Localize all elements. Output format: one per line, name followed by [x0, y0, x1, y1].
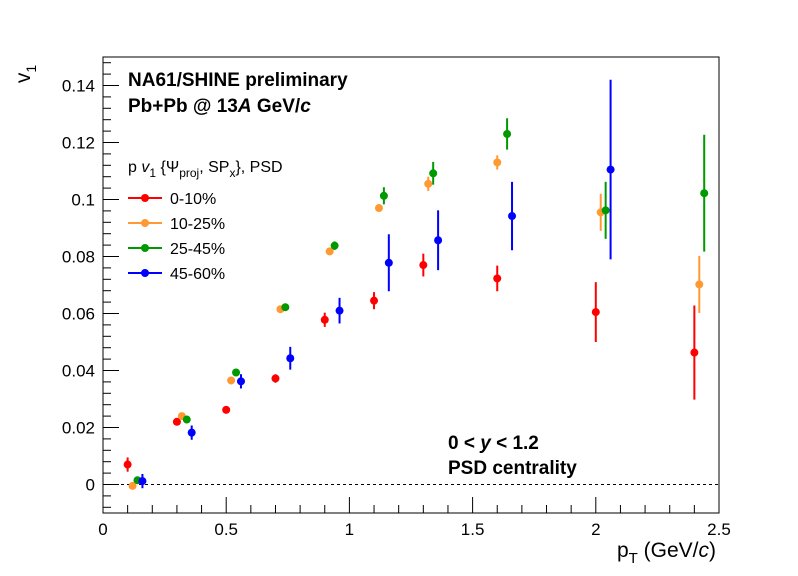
data-point	[320, 315, 329, 324]
data-point	[330, 241, 339, 250]
legend-item: 25-45%	[128, 241, 225, 258]
data-point	[374, 204, 383, 213]
data-point	[695, 280, 704, 289]
x-tick-label: 0.5	[214, 520, 238, 539]
legend-item: 0-10%	[128, 191, 216, 208]
legend-swatch-marker	[141, 269, 149, 277]
x-tick-label: 1.5	[461, 520, 485, 539]
legend-label: 25-45%	[170, 241, 225, 258]
data-point	[325, 247, 334, 256]
data-marks	[123, 79, 709, 490]
data-point	[379, 191, 388, 200]
data-point	[182, 415, 191, 424]
data-point	[606, 165, 615, 174]
data-point	[503, 129, 512, 138]
data-point	[227, 376, 236, 385]
axis-ticks: 0 0.5 1 1.5 2 2.5 0 0.02 0.04 0.06 0.08 0.1 0.12 0.14	[62, 62, 731, 539]
y-tick-label: 0	[86, 476, 95, 495]
y-tick-label: 0.14	[62, 77, 95, 96]
legend-item: 10-25%	[128, 216, 225, 233]
data-point	[281, 303, 290, 312]
legend-swatch-marker	[141, 194, 149, 202]
data-point	[286, 354, 295, 363]
series-45-60%	[138, 79, 615, 489]
legend-item: 45-60%	[128, 266, 225, 283]
x-tick-label: 2	[591, 520, 600, 539]
legend-label: 0-10%	[170, 191, 216, 208]
legend-items: 0-10% 10-25% 25-45% 45-60%	[128, 191, 225, 283]
data-point	[493, 158, 502, 167]
series-25-45%	[133, 118, 709, 485]
data-point	[700, 189, 709, 198]
series-0-10%	[123, 253, 699, 472]
data-point	[335, 306, 344, 315]
data-point	[370, 296, 379, 305]
legend-swatch-marker	[141, 219, 149, 227]
data-point	[384, 258, 393, 267]
legend-label: 45-60%	[170, 266, 225, 283]
data-point	[591, 308, 600, 317]
data-point	[271, 374, 280, 383]
data-point	[419, 261, 428, 270]
x-tick-label: 0	[98, 520, 107, 539]
y-tick-label: 0.1	[71, 191, 95, 210]
plot-frame	[102, 56, 720, 514]
x-tick-label: 2.5	[707, 520, 731, 539]
collision-system-label: Pb+Pb @ 13A GeV/c	[128, 96, 311, 117]
data-point	[434, 236, 443, 245]
y-tick-label: 0.06	[62, 305, 95, 324]
y-axis-title: v1	[12, 65, 39, 84]
y-tick-label: 0.08	[62, 248, 95, 267]
data-point	[138, 477, 147, 486]
data-point	[508, 212, 517, 221]
data-point	[429, 169, 438, 178]
data-point	[123, 460, 132, 469]
legend-swatch-marker	[141, 244, 149, 252]
data-point	[236, 377, 245, 386]
legend-label: 10-25%	[170, 216, 225, 233]
centrality-method-label: PSD centrality	[448, 458, 577, 479]
data-point	[690, 348, 699, 357]
data-point	[222, 405, 231, 414]
y-tick-label: 0.02	[62, 419, 95, 438]
experiment-label: NA61/SHINE preliminary	[128, 70, 348, 91]
rapidity-range-label: 0 < y < 1.2	[448, 433, 539, 454]
data-point	[601, 206, 610, 215]
y-tick-label: 0.12	[62, 134, 95, 153]
legend: p v1 {Ψproj, SPx}, PSD 0-10% 10-25% 25-45%…	[128, 159, 283, 283]
x-axis-title: pT (GeV/c)	[617, 539, 716, 567]
y-tick-label: 0.04	[62, 362, 95, 381]
data-point	[187, 428, 196, 437]
data-point	[128, 481, 137, 490]
data-point	[424, 179, 433, 188]
x-tick-label: 1	[345, 520, 354, 539]
legend-title: p v1 {Ψproj, SPx}, PSD	[128, 159, 283, 180]
data-point	[172, 417, 181, 426]
data-point	[493, 274, 502, 283]
data-point	[232, 368, 241, 377]
